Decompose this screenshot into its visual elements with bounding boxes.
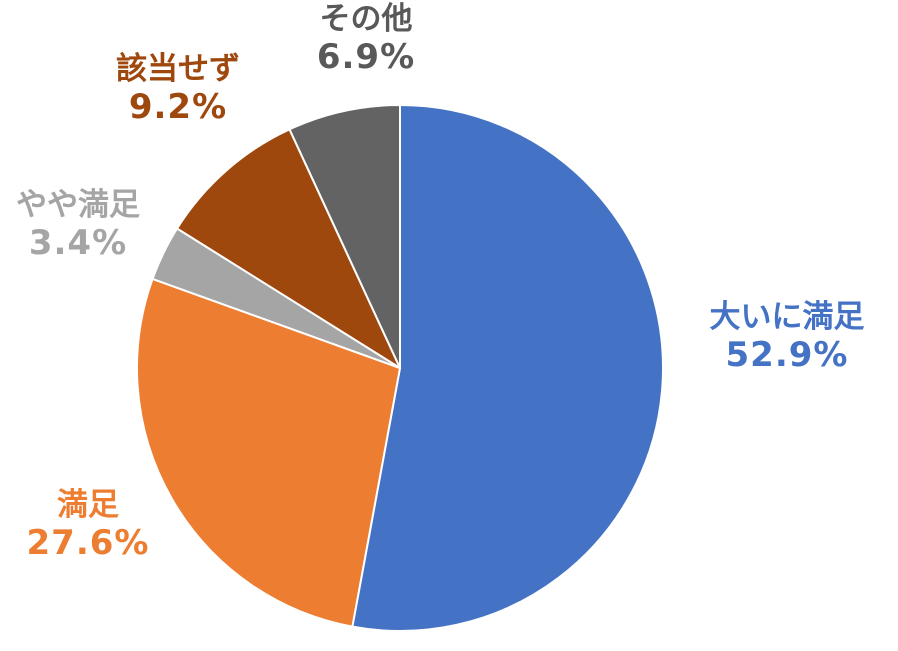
slice-value-yaya-manzoku: 3.4% bbox=[28, 222, 128, 263]
data-label-sonota: その他 6.9% bbox=[316, 1, 416, 77]
slice-value-gaitou-sezu: 9.2% bbox=[128, 86, 228, 127]
pie-slice-gaitou-sezu bbox=[176, 128, 401, 369]
slice-value-sonota: 6.9% bbox=[316, 36, 416, 77]
data-label-manzoku: 満足 27.6% bbox=[26, 487, 150, 563]
slice-label-gaitou-sezu: 該当せず bbox=[116, 51, 240, 87]
slice-label-manzoku: 満足 bbox=[57, 487, 119, 523]
data-label-gaitou-sezu: 該当せず 9.2% bbox=[116, 51, 240, 127]
data-label-yaya-manzoku: やや満足 3.4% bbox=[16, 187, 140, 263]
slice-label-yaya-manzoku: やや満足 bbox=[16, 187, 140, 223]
data-label-daini-manzoku: 大いに満足 52.9% bbox=[709, 299, 865, 375]
pie-slice-manzoku bbox=[136, 277, 401, 628]
slice-value-manzoku: 27.6% bbox=[26, 522, 150, 563]
pie-slice-daini-manzoku bbox=[351, 104, 664, 632]
pie-slice-sonota bbox=[288, 104, 401, 369]
slice-label-sonota: その他 bbox=[319, 1, 413, 37]
slice-value-daini-manzoku: 52.9% bbox=[725, 334, 849, 375]
slice-label-daini-manzoku: 大いに満足 bbox=[709, 299, 865, 335]
